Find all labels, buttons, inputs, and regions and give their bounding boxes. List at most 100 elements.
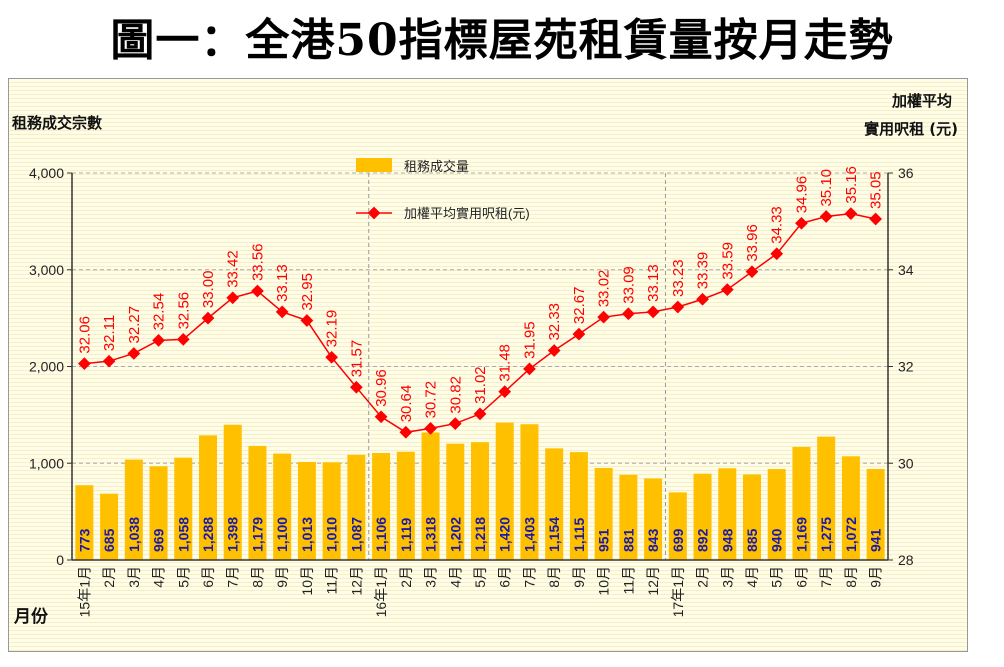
bar (322, 462, 341, 560)
x-tick-label: 6月 (200, 566, 216, 588)
rent-value-label: 32.95 (299, 273, 316, 311)
x-tick-label: 4月 (744, 566, 760, 588)
rent-value-label: 30.72 (423, 381, 440, 419)
chart-title: 圖一：全港50指標屋苑租賃量按月走勢 (110, 15, 894, 66)
x-tick-label: 7月 (818, 566, 834, 588)
bar (174, 457, 193, 560)
x-tick-label: 8月 (546, 566, 562, 588)
x-tick-label: 4月 (447, 566, 463, 588)
bar (100, 493, 119, 560)
bar (446, 443, 465, 560)
y2-tick-label: 32 (898, 359, 914, 375)
bar (792, 446, 811, 560)
bar (248, 445, 267, 560)
bar-value-label: 941 (868, 528, 884, 552)
x-tick-label: 16年1月 (373, 566, 389, 617)
bar-value-label: 1,202 (447, 517, 463, 552)
legend-line-marker (367, 206, 381, 220)
bar-value-label: 843 (645, 528, 661, 552)
x-tick-label: 6月 (793, 566, 809, 588)
bar (767, 469, 786, 560)
rent-point (547, 344, 561, 357)
y2-tick-label: 30 (898, 455, 914, 471)
x-tick-label: 11月 (324, 566, 340, 595)
bar-value-label: 1,119 (398, 518, 414, 552)
bar (520, 424, 539, 560)
bar (396, 451, 415, 560)
bar (866, 468, 885, 560)
rent-value-label: 34.96 (793, 176, 810, 214)
rent-point (720, 283, 734, 296)
bar-value-label: 1,420 (497, 517, 513, 552)
x-axis-label: 月份 (13, 606, 49, 627)
rent-value-label: 35.16 (843, 166, 860, 204)
rent-point (424, 422, 437, 435)
bar-value-label: 1,072 (843, 517, 859, 552)
legend-line-label: 加權平均實用呎租(元) (404, 206, 530, 221)
y-tick-label: 3,000 (29, 262, 64, 278)
rent-point (226, 291, 240, 305)
rent-value-label: 34.33 (769, 206, 786, 244)
legend: 租務成交量 加權平均實用呎租(元) (356, 158, 530, 221)
bar-value-label: 773 (76, 528, 92, 552)
rent-value-label: 30.96 (373, 369, 390, 407)
rent-point (498, 385, 512, 399)
x-tick-label: 9月 (868, 566, 884, 588)
rent-value-label: 33.96 (744, 224, 761, 262)
rent-point (77, 357, 91, 370)
bar-value-label: 1,398 (225, 517, 241, 552)
y2-tick-label: 36 (898, 165, 914, 181)
rent-point (374, 410, 388, 424)
rent-value-label: 31.95 (521, 321, 538, 359)
rent-point (646, 305, 660, 319)
x-tick-label: 4月 (151, 566, 167, 588)
bar-value-label: 1,038 (126, 517, 142, 552)
bar (421, 432, 440, 560)
rent-value-label: 33.39 (695, 252, 712, 290)
rent-point (572, 327, 586, 341)
bar (569, 452, 588, 560)
x-tick-label: 11月 (620, 566, 636, 595)
rent-value-label: 32.54 (151, 293, 168, 331)
x-tick-label: 12月 (645, 566, 661, 596)
bar-value-label: 951 (596, 528, 612, 552)
rent-value-label: 33.13 (645, 264, 662, 302)
bar (75, 485, 94, 560)
rent-point (399, 425, 413, 439)
bar (718, 468, 737, 560)
rent-value-label: 33.42 (225, 250, 242, 288)
bar-value-label: 1,154 (546, 517, 562, 552)
rent-point (844, 207, 858, 220)
bar (124, 459, 143, 560)
bar (644, 478, 663, 560)
rent-point (869, 212, 883, 226)
bar (471, 442, 489, 560)
y-tick-label: 1,000 (29, 455, 64, 471)
x-tick-label: 2月 (695, 566, 711, 588)
bar (841, 456, 860, 560)
bar-value-label: 1,013 (299, 517, 315, 552)
bar-value-label: 1,100 (274, 517, 290, 552)
rent-value-label: 32.67 (571, 287, 588, 325)
y-tick-label: 2,000 (29, 359, 64, 375)
rent-value-label: 35.05 (868, 171, 885, 209)
x-tick-label: 2月 (398, 566, 414, 588)
rent-point (325, 350, 339, 364)
bar (223, 424, 242, 560)
rent-value-label: 32.27 (126, 306, 143, 344)
rent-value-label: 35.10 (818, 169, 835, 207)
bar (199, 435, 217, 560)
rent-value-label: 32.11 (101, 315, 118, 351)
rent-value-label: 32.06 (76, 316, 93, 354)
rent-point (275, 305, 289, 319)
bar (149, 466, 168, 560)
bar-value-label: 1,275 (818, 517, 834, 552)
bar-value-label: 1,010 (324, 517, 340, 552)
rent-point (745, 265, 759, 279)
x-tick-label: 12月 (348, 566, 364, 596)
bar-value-label: 699 (670, 528, 686, 552)
rent-point (201, 311, 215, 325)
bar (347, 454, 366, 560)
bar (372, 452, 391, 560)
